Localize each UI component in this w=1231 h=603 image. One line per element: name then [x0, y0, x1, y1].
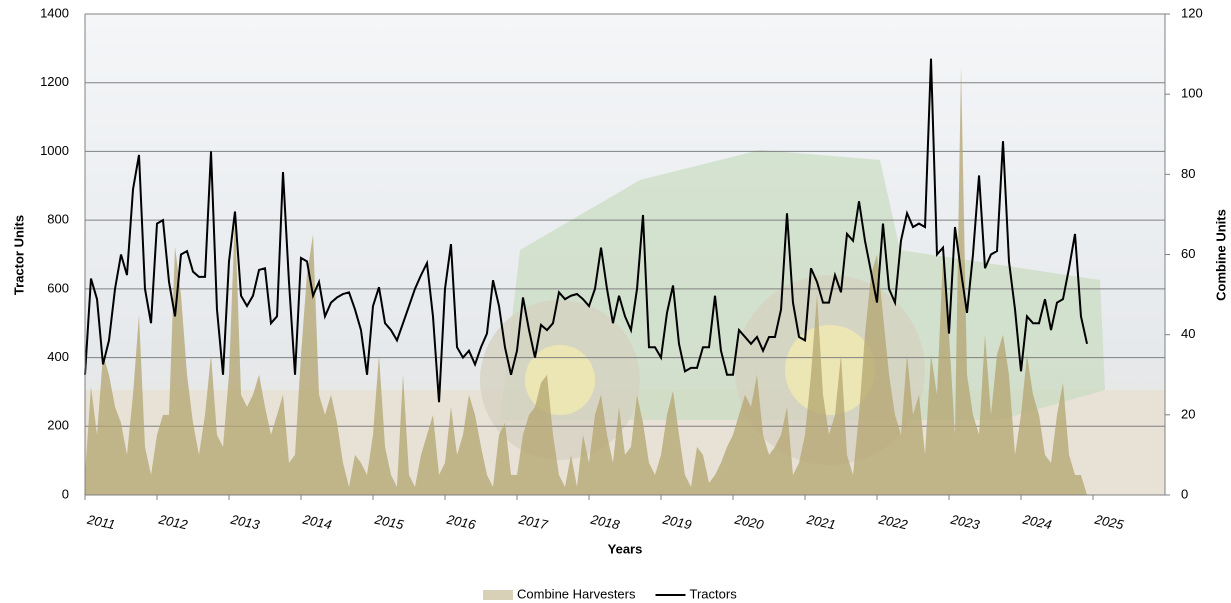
y2-tick-label: 40	[1181, 326, 1195, 341]
y-tick-label: 600	[47, 280, 69, 295]
y2-axis-title: Combine Units	[1213, 209, 1228, 301]
x-tick-label: 2018	[589, 511, 622, 532]
x-tick-label: 2012	[157, 511, 190, 532]
x-tick-label: 2022	[877, 511, 910, 532]
x-tick-label: 2019	[661, 511, 693, 532]
y-tick-label: 1000	[40, 143, 69, 158]
y2-tick-label: 20	[1181, 406, 1195, 421]
x-tick-label: 2023	[949, 511, 982, 532]
y2-tick-label: 60	[1181, 246, 1195, 261]
y2-tick-label: 100	[1181, 86, 1203, 101]
x-axis-title: Years	[608, 541, 643, 556]
legend-label: Combine Harvesters	[517, 586, 636, 601]
y2-tick-label: 120	[1181, 5, 1203, 20]
x-tick-label: 2017	[517, 511, 550, 532]
y2-tick-label: 80	[1181, 166, 1195, 181]
y-tick-label: 1400	[40, 5, 69, 20]
x-tick-label: 2013	[229, 511, 262, 532]
y-tick-label: 800	[47, 212, 69, 227]
y-tick-label: 0	[62, 486, 69, 501]
y2-tick-label: 0	[1181, 486, 1188, 501]
y-tick-label: 200	[47, 418, 69, 433]
chart: Tractor Units Combine Units Years 020040…	[0, 0, 1231, 603]
x-tick-label: 2014	[301, 511, 333, 532]
legend-swatch	[483, 590, 513, 600]
y-tick-label: 1200	[40, 74, 69, 89]
x-tick-label: 2021	[805, 511, 837, 532]
x-tick-label: 2011	[85, 512, 116, 533]
x-tick-label: 2015	[373, 511, 406, 532]
y-axis-title: Tractor Units	[11, 215, 26, 295]
y-tick-label: 400	[47, 349, 69, 364]
legend-label: Tractors	[690, 586, 738, 601]
x-tick-label: 2020	[733, 511, 766, 532]
x-tick-label: 2025	[1093, 511, 1126, 532]
x-tick-label: 2024	[1021, 511, 1053, 532]
x-tick-label: 2016	[445, 511, 478, 532]
